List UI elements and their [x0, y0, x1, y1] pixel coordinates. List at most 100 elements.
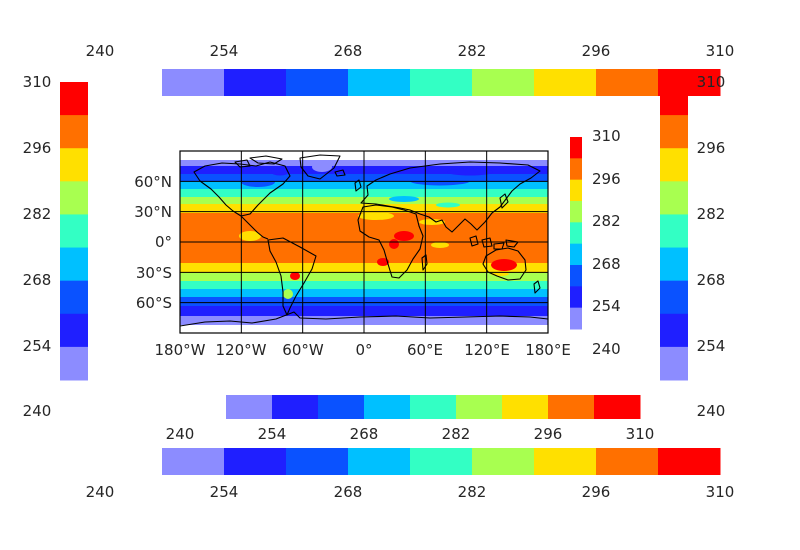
south-america-coastline — [267, 237, 317, 316]
madagascar-coastline — [421, 254, 428, 271]
right-colorbar-segment — [660, 82, 688, 116]
lon-label-60e: 60°E — [407, 341, 443, 359]
map-colorbar-tick-296: 296 — [592, 170, 621, 188]
bottom-colorbar-segment — [658, 448, 721, 475]
bottom-colorbar-tick-296: 296 — [582, 483, 611, 501]
left-colorbar-segment — [60, 247, 88, 282]
map-colorbar-segment — [570, 158, 582, 181]
middle-colorbar-tick-240: 240 — [166, 425, 195, 443]
top-colorbar-segment — [534, 69, 597, 96]
top-colorbar-segment — [224, 69, 287, 96]
top-colorbar-segment — [410, 69, 473, 96]
temperature-patch — [358, 212, 394, 220]
left-colorbar-segment — [60, 214, 88, 249]
map-colorbar-tick-240: 240 — [592, 340, 621, 358]
temperature-patch — [241, 177, 275, 187]
antarctica-coastline — [180, 311, 548, 327]
left-colorbar-segment — [60, 181, 88, 215]
middle-colorbar: 240 254 268 282 296 310 — [166, 395, 654, 443]
top-colorbar-segment — [286, 69, 349, 96]
map-colorbar-tick-268: 268 — [592, 255, 621, 273]
left-colorbar-segment — [60, 115, 88, 149]
middle-colorbar-segment — [502, 395, 549, 419]
lon-label-0: 0° — [355, 341, 372, 359]
top-colorbar-tick-296: 296 — [582, 42, 611, 60]
middle-colorbar-segment — [272, 395, 319, 419]
left-colorbar-segment — [60, 280, 88, 315]
right-colorbar-segment — [660, 247, 688, 282]
north-america-coastline — [193, 161, 291, 217]
map-colorbar-segment — [570, 222, 582, 245]
africa-coastline — [357, 204, 424, 279]
middle-colorbar-segments — [226, 395, 641, 419]
lon-label-60w: 60°W — [282, 341, 324, 359]
temperature-patch — [394, 231, 414, 241]
right-colorbar-tick-254: 254 — [697, 337, 726, 355]
maritime-asia-coastline — [469, 235, 519, 250]
right-colorbar-tick-282: 282 — [697, 205, 726, 223]
right-colorbar-segment — [660, 280, 688, 315]
right-colorbar-tick-310: 310 — [697, 73, 726, 91]
middle-colorbar-segment — [456, 395, 503, 419]
temperature-patch — [312, 162, 332, 172]
left-colorbar-tick-240: 240 — [23, 402, 52, 420]
middle-colorbar-segment — [594, 395, 641, 419]
arctic-islands-coastline — [234, 155, 283, 168]
left-colorbar-segment — [60, 346, 88, 381]
top-colorbar-segment — [348, 69, 411, 96]
map-colorbar-segment — [570, 201, 582, 223]
top-colorbar-tick-268: 268 — [334, 42, 363, 60]
right-colorbar-tick-268: 268 — [697, 271, 726, 289]
map-colorbar-tick-310: 310 — [592, 127, 621, 145]
top-colorbar-tick-310: 310 — [706, 42, 735, 60]
temperature-patch — [239, 231, 261, 241]
new-zealand-coastline — [533, 280, 541, 294]
middle-colorbar-segment — [364, 395, 411, 419]
left-colorbar-segment — [60, 82, 88, 116]
top-colorbar-tick-240: 240 — [86, 42, 115, 60]
bottom-colorbar-tick-268: 268 — [334, 483, 363, 501]
left-colorbar-tick-268: 268 — [23, 271, 52, 289]
left-colorbar-tick-296: 296 — [23, 139, 52, 157]
iceland-coastline — [334, 169, 346, 177]
top-colorbar-segment — [472, 69, 535, 96]
world-map: 60°N 30°N 0° 30°S 60°S 180°W 120°W 60°W … — [134, 150, 571, 359]
left-colorbar: 310 296 282 268 254 240 — [23, 73, 88, 420]
lat-label-60s: 60°S — [136, 294, 172, 312]
temperature-patch — [436, 202, 460, 208]
left-colorbar-segments — [60, 82, 88, 381]
middle-colorbar-tick-282: 282 — [442, 425, 471, 443]
map-colorbar-segments — [570, 137, 582, 330]
temperature-patch — [389, 239, 399, 249]
bottom-colorbar-segments — [162, 448, 721, 475]
right-colorbar-segment — [660, 115, 688, 149]
temperature-patch — [290, 272, 300, 280]
left-colorbar-segment — [60, 148, 88, 182]
bottom-colorbar-segment — [348, 448, 411, 475]
middle-colorbar-tick-296: 296 — [534, 425, 563, 443]
bottom-colorbar-segment — [596, 448, 659, 475]
bottom-colorbar-tick-310: 310 — [706, 483, 735, 501]
bottom-colorbar-segment — [472, 448, 535, 475]
bottom-colorbar: 240 254 268 282 296 310 — [86, 448, 735, 501]
left-colorbar-tick-254: 254 — [23, 337, 52, 355]
lon-label-120w: 120°W — [216, 341, 267, 359]
middle-colorbar-tick-268: 268 — [350, 425, 379, 443]
right-colorbar-segment — [660, 346, 688, 381]
middle-colorbar-segment — [548, 395, 595, 419]
eurasia-coastline — [360, 161, 541, 233]
map-colorbar-segment — [570, 286, 582, 309]
map-colorbar-segment — [570, 307, 582, 330]
temperature-patch — [271, 168, 289, 176]
top-colorbar-tick-282: 282 — [458, 42, 487, 60]
lon-label-120e: 120°E — [464, 341, 510, 359]
lon-label-180w: 180°W — [155, 341, 206, 359]
right-colorbar-tick-240: 240 — [697, 402, 726, 420]
right-colorbar-segment — [660, 148, 688, 182]
right-colorbar-segments — [660, 82, 688, 381]
lat-label-60n: 60°N — [134, 173, 172, 191]
central-america-coastline — [240, 215, 269, 240]
middle-colorbar-segment — [410, 395, 457, 419]
top-colorbar: 240 254 268 282 296 310 — [86, 42, 735, 96]
temperature-patch — [447, 168, 493, 176]
